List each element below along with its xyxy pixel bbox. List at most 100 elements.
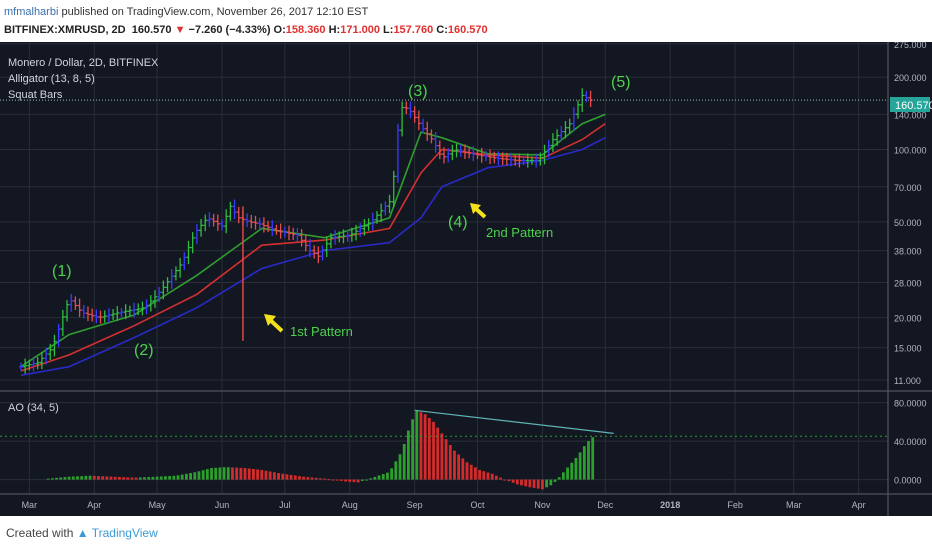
axes: 275.000 200.000 140.000 100.000 70.000 50.000… bbox=[0, 42, 932, 516]
time-tick-label: Apr bbox=[852, 500, 866, 510]
ao-bar bbox=[553, 479, 557, 482]
ao-bar bbox=[101, 476, 105, 480]
time-tick-label: Sep bbox=[407, 500, 423, 510]
ao-bar bbox=[578, 452, 582, 480]
last-price-tag bbox=[890, 97, 930, 112]
ao-bar bbox=[298, 476, 301, 480]
ao-bar bbox=[302, 476, 306, 480]
alligator-jaw-line bbox=[20, 136, 606, 377]
ao-bar bbox=[264, 470, 268, 480]
ao-bar bbox=[126, 477, 130, 480]
ao-bar bbox=[46, 478, 50, 480]
grid-lines bbox=[0, 42, 888, 494]
legend-title[interactable]: Monero / Dollar, 2D, BITFINEX bbox=[8, 57, 159, 69]
tradingview-logo-icon: ▲ bbox=[76, 526, 89, 540]
ao-bar bbox=[117, 476, 121, 480]
ao-bar bbox=[164, 476, 167, 480]
wave-5-label: (5) bbox=[611, 74, 631, 91]
ao-bar bbox=[373, 476, 377, 480]
ao-bar bbox=[189, 473, 192, 480]
ao-bar bbox=[113, 476, 117, 480]
ao-bar bbox=[105, 476, 109, 480]
ao-bar bbox=[453, 450, 456, 480]
ao-bar bbox=[243, 468, 247, 480]
ao-bar bbox=[482, 471, 486, 480]
ao-bar bbox=[532, 479, 536, 488]
ao-tick-label: 40.0000 bbox=[894, 437, 927, 447]
price-tick-label: 28.000 bbox=[894, 278, 922, 288]
ao-bar bbox=[55, 477, 58, 480]
ao-bar bbox=[310, 477, 314, 480]
ao-bar bbox=[272, 472, 276, 480]
ao-bar bbox=[231, 467, 234, 480]
ao-bar bbox=[390, 468, 394, 480]
alligator-teeth-line bbox=[20, 123, 606, 372]
price-tick-label: 70.000 bbox=[894, 183, 922, 193]
ao-bar bbox=[109, 476, 113, 480]
time-tick-label: Mar bbox=[22, 500, 38, 510]
ao-bar bbox=[541, 479, 544, 490]
ao-bar bbox=[448, 444, 452, 480]
ao-bar bbox=[76, 476, 79, 480]
time-tick-label: Apr bbox=[87, 500, 101, 510]
ao-bar bbox=[490, 473, 494, 480]
ao-bar bbox=[138, 477, 142, 480]
ao-bar bbox=[570, 462, 574, 480]
legend-ao[interactable]: AO (34, 5) bbox=[8, 402, 59, 414]
close-value: 160.570 bbox=[447, 24, 488, 36]
price-tick-label: 11.000 bbox=[894, 376, 921, 386]
ao-bar bbox=[536, 479, 540, 489]
ao-bar bbox=[239, 467, 243, 480]
last-price: 160.570 bbox=[131, 24, 172, 36]
ao-bar bbox=[545, 479, 549, 488]
ao-bar bbox=[210, 468, 213, 480]
wave-1-label: (1) bbox=[52, 263, 72, 280]
ao-bar bbox=[486, 472, 490, 480]
ao-bar bbox=[172, 475, 176, 480]
last-price-tag-text: 160.570 bbox=[895, 100, 932, 112]
price-tick-label: 140.000 bbox=[894, 110, 927, 120]
ao-bar bbox=[176, 475, 180, 480]
ao-bar bbox=[268, 471, 272, 480]
close-label: C: bbox=[436, 24, 448, 36]
ao-bar bbox=[436, 427, 440, 480]
ao-bar bbox=[134, 477, 138, 480]
ao-bar bbox=[130, 477, 134, 480]
time-tick-label: Aug bbox=[342, 500, 358, 510]
price-tick-label: 275.000 bbox=[894, 42, 927, 50]
publish-info: mfmalharbi published on TradingView.com,… bbox=[4, 6, 368, 18]
ohlc-line: BITFINEX:XMRUSD, 2D 160.570 ▼ −7.260 (−4… bbox=[4, 24, 488, 36]
ao-bar bbox=[197, 471, 201, 480]
ao-bar bbox=[411, 419, 414, 480]
ao-bar bbox=[293, 475, 297, 480]
ao-bar bbox=[222, 467, 226, 480]
pattern-1-label: 1st Pattern bbox=[290, 324, 353, 339]
ao-bar bbox=[168, 476, 172, 480]
tradingview-brand[interactable]: TradingView bbox=[91, 526, 158, 540]
high-label: H: bbox=[328, 24, 341, 36]
legend-squat-bars[interactable]: Squat Bars bbox=[8, 89, 63, 101]
legend-alligator[interactable]: Alligator (13, 8, 5) bbox=[8, 73, 95, 85]
ao-bar bbox=[155, 476, 159, 480]
ao-bar bbox=[423, 414, 427, 480]
ao-bar bbox=[528, 479, 532, 488]
author-name[interactable]: mfmalharbi bbox=[4, 6, 59, 18]
ao-bar bbox=[461, 458, 465, 480]
ao-bar bbox=[59, 477, 63, 480]
ao-bar bbox=[281, 473, 285, 480]
ao-bar bbox=[557, 477, 561, 480]
ao-bar bbox=[398, 454, 402, 480]
arrow-1-icon bbox=[264, 314, 284, 333]
ao-bar bbox=[180, 474, 184, 480]
ao-bar bbox=[331, 479, 335, 481]
ao-bar bbox=[327, 479, 331, 481]
ao-bar bbox=[97, 476, 100, 480]
price-tick-label: 50.000 bbox=[894, 218, 922, 228]
ao-bar bbox=[587, 441, 590, 480]
chart-canvas[interactable]: 275.000 200.000 140.000 100.000 70.000 50.000… bbox=[0, 42, 932, 516]
time-tick-label: Nov bbox=[534, 500, 551, 510]
ao-bar bbox=[71, 476, 75, 480]
ao-bar bbox=[365, 479, 368, 481]
time-tick-label: Feb bbox=[727, 500, 743, 510]
ao-trendline bbox=[414, 409, 614, 434]
